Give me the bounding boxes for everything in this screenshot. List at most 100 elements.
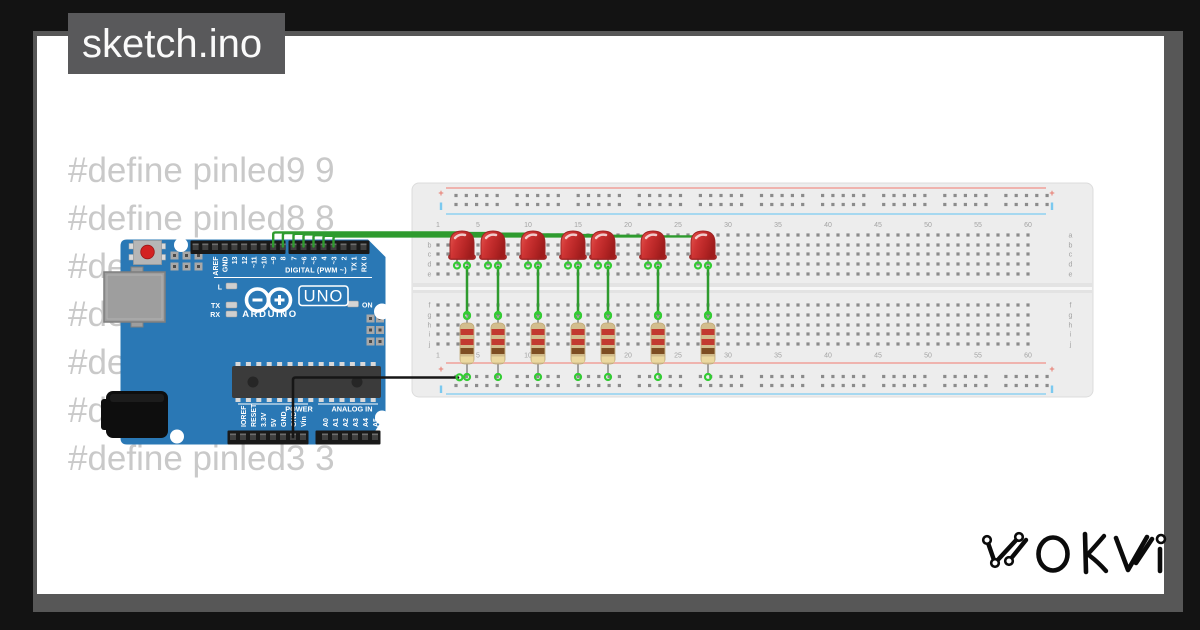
pin-label: 13 [232, 256, 239, 264]
pin-label: 7 [291, 256, 298, 260]
rail-positive-mark: + [1049, 364, 1054, 374]
column-number: 10 [524, 222, 532, 229]
column-number: 55 [974, 353, 982, 360]
pin-label: GND [281, 411, 288, 427]
digital-caption: DIGITAL (PWM ~) [285, 266, 347, 275]
connection-point [703, 372, 713, 382]
code-preview: #define pinled9 9 #define pinled8 8 #de … [68, 151, 335, 478]
microcontroller-chip [232, 362, 381, 402]
resistor-band-red [460, 339, 474, 345]
column-number: 35 [774, 353, 782, 360]
rail-negative-mark [439, 385, 443, 393]
pin-label: A1 [333, 418, 340, 427]
pin-headers [190, 240, 381, 445]
pin-label: A5 [373, 418, 380, 427]
led-highlight [453, 233, 467, 240]
connection-point [483, 261, 493, 270]
signal-wire-green [272, 231, 459, 248]
connection-point [573, 372, 583, 382]
pin-label: A4 [363, 418, 370, 427]
column-number: 55 [974, 222, 982, 229]
row-letter: j [428, 342, 431, 349]
pin-label: IOREF [241, 405, 248, 427]
resistor-band-brown [601, 348, 615, 354]
column-number: 50 [924, 222, 932, 229]
led-rx-label: RX [210, 312, 220, 319]
resistor-band-red [460, 329, 474, 335]
row-letter: i [1070, 332, 1072, 339]
resistor-band-brown [491, 348, 505, 354]
mounting-holes [170, 238, 390, 444]
resistor-band-red [531, 329, 545, 335]
rail-positive-mark: + [438, 188, 443, 198]
column-number: 1 [436, 353, 440, 360]
connection-point [693, 261, 703, 270]
column-number: 60 [1024, 222, 1032, 229]
resistor-band-brown [651, 348, 665, 354]
row-letter: g [1069, 313, 1073, 320]
pin-label: A3 [353, 418, 360, 427]
pin-label: 3.3V [261, 412, 268, 427]
signal-wire-green [281, 231, 490, 248]
led-highlight [644, 233, 658, 240]
power-caption: POWER [285, 405, 313, 414]
resistor-band-red [651, 329, 665, 335]
column-number: 45 [874, 222, 882, 229]
pin-label: ~6 [301, 256, 308, 264]
connection-point [493, 372, 503, 382]
row-letter: f [1070, 303, 1072, 310]
connection-point [653, 372, 663, 382]
rail-negative-mark [1050, 385, 1054, 393]
column-number: 10 [524, 353, 532, 360]
column-number: 40 [824, 222, 832, 229]
resistor-band-gold [651, 356, 665, 363]
connection-point [533, 311, 543, 321]
connection-point [643, 261, 653, 270]
resistor-band-red [571, 329, 585, 335]
led-highlight [524, 233, 538, 240]
connection-point [593, 261, 603, 270]
filename-tab: sketch.ino [68, 13, 285, 74]
connection-point [523, 261, 533, 270]
led-tx [225, 301, 238, 309]
connection-point [703, 261, 713, 270]
signal-wire-green [302, 233, 570, 248]
pin-label: 2 [341, 256, 348, 260]
pin-label: 12 [242, 256, 249, 264]
pin-label: RX 0 [361, 256, 368, 272]
pin-label: AREF [213, 256, 220, 276]
resistor-band-brown [531, 348, 545, 354]
resistor-band-red [601, 339, 615, 345]
row-letter: c [428, 252, 432, 259]
signal-wire-green [292, 232, 530, 248]
led-rx [225, 310, 238, 318]
row-letter: d [1069, 262, 1073, 269]
resistor-band-red [491, 329, 505, 335]
uno-badge [298, 285, 349, 307]
breadboard: 1155101015152020252530303535404045455050… [411, 182, 1094, 398]
breadboard-holes [436, 193, 1049, 388]
connection-point [462, 372, 472, 382]
pin-label: RESET [251, 403, 258, 427]
connection-point [703, 311, 713, 321]
column-number: 30 [724, 353, 732, 360]
led-highlight [484, 233, 498, 240]
row-letter: f [429, 303, 431, 310]
resistor-band-red [531, 339, 545, 345]
pin-label: 4 [321, 256, 328, 260]
code-line: #de [68, 343, 126, 382]
reset-button [128, 240, 166, 265]
connection-point [573, 261, 583, 270]
column-number: 40 [824, 353, 832, 360]
row-letter: h [1069, 323, 1073, 330]
pin-label: Vin [301, 416, 308, 427]
row-letter: g [428, 313, 432, 320]
resistor-band-gold [571, 356, 585, 363]
row-letter: b [1069, 243, 1073, 250]
led-on [347, 300, 359, 308]
led-highlight [564, 233, 578, 240]
connection-point [563, 261, 573, 270]
connection-point [462, 311, 472, 321]
pin-label: A0 [323, 418, 330, 427]
row-letter: i [429, 332, 431, 339]
